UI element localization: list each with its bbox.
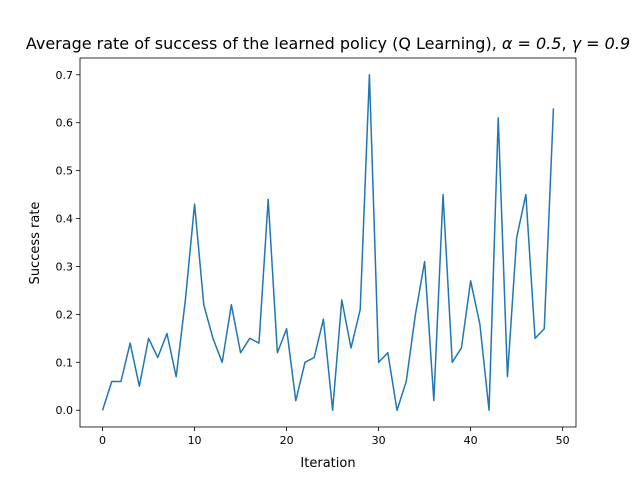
y-axis-label: Success rate bbox=[28, 202, 43, 285]
x-axis-label: Iteration bbox=[300, 456, 355, 471]
y-tick-label: 0.2 bbox=[56, 308, 74, 321]
x-tick-label: 0 bbox=[99, 434, 106, 447]
y-tick-label: 0.7 bbox=[56, 69, 74, 82]
x-tick-label: 20 bbox=[280, 434, 294, 447]
chart-title: Average rate of success of the learned p… bbox=[26, 34, 630, 53]
y-tick-label: 0.5 bbox=[56, 165, 74, 178]
x-tick-label: 30 bbox=[372, 434, 386, 447]
y-tick-label: 0.6 bbox=[56, 117, 74, 130]
x-tick-label: 40 bbox=[464, 434, 478, 447]
chart-title-alpha: α = 0.5 bbox=[502, 34, 562, 53]
y-tick-label: 0.3 bbox=[56, 260, 74, 273]
axes-frame bbox=[79, 57, 577, 428]
y-tick-label: 0.4 bbox=[56, 213, 74, 226]
x-tick-label: 50 bbox=[556, 434, 570, 447]
chart-title-gamma: γ = 0.9 bbox=[572, 34, 631, 53]
x-tick-label: 10 bbox=[188, 434, 202, 447]
plot-area: 0 10 20 30 40 50 0.0 0.1 0.2 0.3 0.4 0.5 0.6 0.7 bbox=[56, 57, 577, 447]
chart-title-prefix: Average rate of success of the learned p… bbox=[26, 34, 502, 53]
series-line-0 bbox=[101, 74, 555, 411]
y-tick-label: 0.0 bbox=[56, 404, 74, 417]
y-tick-label: 0.1 bbox=[56, 356, 74, 369]
chart-title-separator: , bbox=[561, 34, 571, 53]
